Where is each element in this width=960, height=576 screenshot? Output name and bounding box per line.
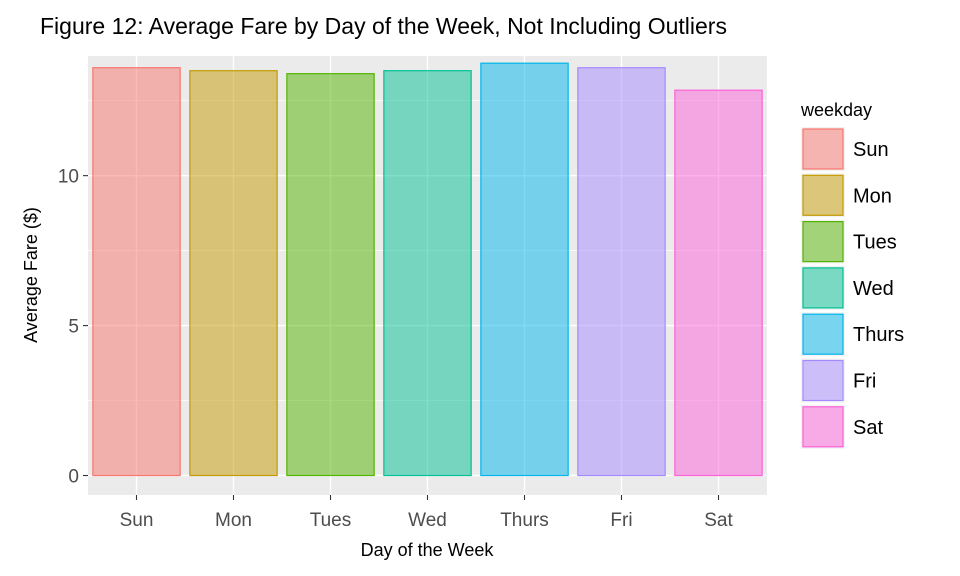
bar-mon bbox=[189, 70, 278, 477]
y-axis-title: Average Fare ($) bbox=[21, 207, 41, 343]
bar-fri bbox=[577, 67, 666, 477]
bar-thurs bbox=[480, 62, 569, 477]
x-tick-label: Wed bbox=[408, 510, 447, 531]
legend-items: Sun Mon Tues Wed Thurs Fri Sat bbox=[801, 127, 904, 449]
legend-swatch-wed bbox=[802, 267, 844, 309]
x-tick-label: Fri bbox=[610, 510, 632, 531]
legend-label: Sat bbox=[853, 417, 883, 439]
y-tick-label: 10 bbox=[58, 167, 79, 188]
bars bbox=[92, 62, 763, 477]
legend-label: Wed bbox=[853, 278, 894, 300]
legend-swatch-fri bbox=[802, 359, 844, 402]
legend-swatch-sun bbox=[802, 128, 844, 170]
legend-label: Sun bbox=[853, 139, 889, 161]
bar-wed bbox=[383, 70, 472, 477]
legend-swatch-mon bbox=[802, 174, 844, 216]
bar-sun bbox=[92, 67, 181, 477]
y-tick-label: 0 bbox=[68, 467, 79, 488]
legend-swatch-tues bbox=[802, 221, 844, 263]
x-tick-label: Thurs bbox=[500, 510, 549, 531]
y-tick-label: 5 bbox=[68, 317, 79, 338]
legend-swatch-thurs bbox=[802, 313, 844, 355]
bar-sat bbox=[674, 89, 763, 477]
y-axis: 0 5 10 bbox=[58, 167, 88, 488]
legend: weekday Sun Mon Tues Wed Thurs Fri Sat bbox=[800, 100, 904, 449]
x-axis: Sun Mon Tues Wed Thurs Fri Sat bbox=[120, 495, 733, 531]
legend-label: Tues bbox=[853, 232, 897, 254]
bar-tues bbox=[286, 73, 375, 477]
x-tick-label: Sun bbox=[120, 510, 154, 531]
x-tick-label: Mon bbox=[215, 510, 252, 531]
x-axis-title: Day of the Week bbox=[361, 540, 495, 560]
x-tick-label: Sat bbox=[704, 510, 733, 531]
legend-label: Thurs bbox=[853, 324, 904, 346]
chart-title: Figure 12: Average Fare by Day of the We… bbox=[40, 13, 727, 39]
legend-title: weekday bbox=[800, 100, 872, 120]
legend-swatch-sat bbox=[802, 406, 844, 448]
legend-label: Fri bbox=[853, 371, 876, 393]
x-tick-label: Tues bbox=[310, 510, 352, 531]
legend-label: Mon bbox=[853, 185, 892, 207]
